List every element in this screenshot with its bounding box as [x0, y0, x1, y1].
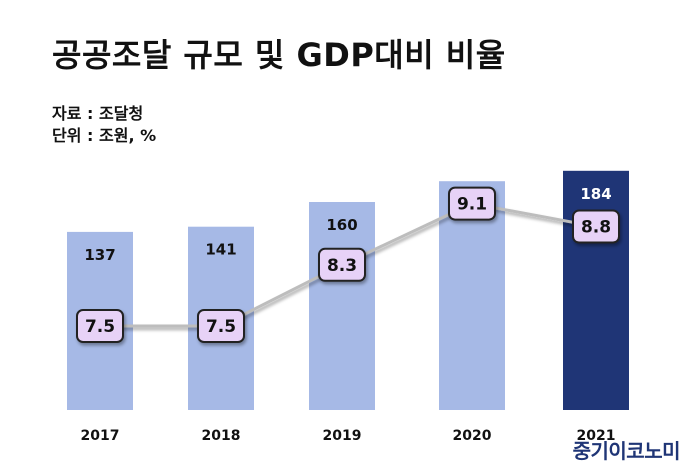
- bar-group: 137141160176184: [67, 170, 629, 410]
- ratio-value-label: 8.3: [327, 256, 357, 276]
- ratio-value-label: 8.8: [581, 218, 611, 238]
- x-axis-tick-label: 2018: [202, 428, 241, 444]
- unit-line: 단위 : 조원, %: [52, 126, 157, 145]
- brand-logo: 중기이코노미: [572, 439, 681, 463]
- ratio-value-label: 7.5: [206, 317, 236, 337]
- x-axis-labels: 2017 2018 2019 2020 2021: [81, 428, 616, 444]
- source-label: 자료: [52, 104, 82, 123]
- ratio-marker: [448, 186, 496, 221]
- ratio-marker-group: 7.5 7.5 8.3 9.1 8.8: [76, 186, 620, 343]
- ratio-marker: [318, 247, 366, 282]
- ratio-marker: [76, 309, 124, 343]
- bar-2019: [309, 202, 375, 410]
- bar-value-label: 184: [580, 185, 611, 203]
- unit-value: 조원, %: [99, 126, 157, 145]
- x-axis-tick-label: 2020: [453, 428, 492, 444]
- bar-value-label: 160: [326, 216, 357, 234]
- page-title: 공공조달 규모 및 GDP대비 비율: [52, 36, 506, 74]
- x-axis-tick-label: 2021: [577, 428, 616, 444]
- ratio-value-label: 7.5: [85, 317, 115, 337]
- bar-value-label: 137: [84, 246, 115, 264]
- ratio-marker: [572, 209, 620, 244]
- x-axis-tick-label: 2019: [323, 428, 362, 444]
- unit-label: 단위: [52, 126, 82, 145]
- ratio-marker: [197, 309, 245, 343]
- ratio-value-label: 9.1: [457, 195, 487, 215]
- x-axis-tick-label: 2017: [81, 428, 120, 444]
- source-line: 자료 : 조달청: [52, 104, 144, 123]
- source-value: 조달청: [99, 104, 144, 123]
- bar-value-label: 141: [205, 241, 236, 259]
- bar-2021: [563, 170, 629, 410]
